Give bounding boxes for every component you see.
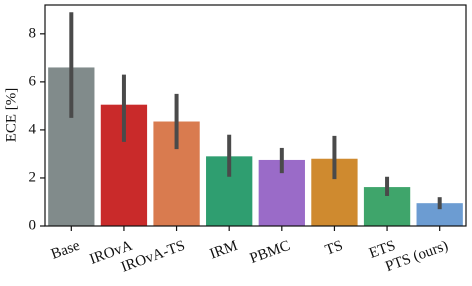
bar — [416, 203, 463, 226]
y-tick-label: 4 — [29, 121, 37, 137]
y-tick-label: 2 — [29, 169, 37, 185]
y-tick-label: 8 — [29, 25, 37, 41]
x-tick-label: Base — [49, 238, 82, 263]
y-tick-label: 6 — [29, 73, 37, 89]
y-axis-label: ECE [%] — [3, 88, 19, 143]
x-tick-label: PBMC — [248, 238, 293, 267]
y-tick-label: 0 — [29, 217, 37, 233]
x-tick-label: IRM — [208, 238, 240, 263]
plot-frame — [44, 4, 467, 227]
x-tick-label: TS — [323, 238, 345, 259]
